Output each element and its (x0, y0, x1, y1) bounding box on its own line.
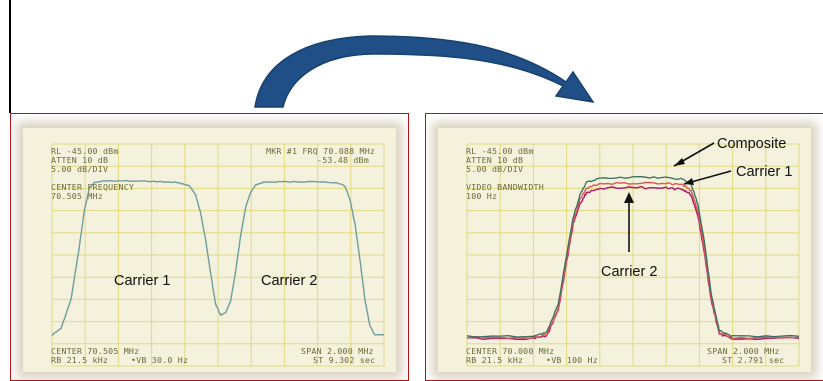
curved-arrow-body (254, 35, 595, 108)
left-carrier1-label: Carrier 1 (114, 273, 170, 289)
right-scale-readout: 5.00 dB/DIV (466, 164, 523, 174)
right-video-bandwidth-label: VIDEO BANDWIDTH (466, 182, 544, 192)
left-atten-readout: ATTEN 10 dB (51, 155, 108, 165)
right-carrier1-label: Carrier 1 (736, 164, 792, 180)
right-vb-readout: •VB 100 Hz (546, 355, 598, 365)
carrier1-trace (466, 181, 799, 340)
right-grid (466, 143, 800, 367)
carrier1-pointer-arrowhead (684, 178, 694, 185)
carrier2-pointer-arrowhead (624, 192, 634, 203)
left-center-readout: CENTER 70.505 MHz (51, 346, 139, 356)
left-vb-readout: •VB 30.0 Hz (131, 355, 188, 365)
left-traces (51, 179, 384, 336)
connector-line (9, 0, 11, 113)
right-rl-readout: RL -45.00 dBm (466, 146, 534, 156)
curved-arrow-right-icon (254, 35, 595, 108)
right-video-bandwidth-value: 100 Hz (466, 191, 497, 201)
left-sweep-time-readout: ST 9.302 sec (313, 355, 375, 365)
left-grid (51, 143, 385, 367)
right-rb-readout: RB 21.5 kHz (466, 355, 523, 365)
left-spectrum-plot: RL -45.00 dBm ATTEN 10 dB 5.00 dB/DIV MK… (51, 143, 385, 367)
right-spectrum-plot: RL -45.00 dBm ATTEN 10 dB 5.00 dB/DIV VI… (466, 136, 800, 367)
left-rb-readout: RB 21.5 kHz (51, 355, 108, 365)
right-center-readout: CENTER 70.000 MHz (466, 346, 554, 356)
right-sweep-time-readout: ST 2.791 sec (722, 355, 784, 365)
right-traces (466, 176, 800, 341)
left-rl-readout: RL -45.00 dBm (51, 146, 119, 156)
right-carrier2-label: Carrier 2 (601, 264, 657, 280)
left-center-frequency-label: CENTER FREQUENCY (51, 182, 134, 192)
left-center-frequency-value: 70.505 MHz (51, 191, 103, 201)
left-marker-readout: MKR #1 FRQ 70.088 MHz (266, 146, 375, 156)
right-composite-label: Composite (717, 136, 786, 152)
left-marker-level-readout: -53.48 dBm (317, 155, 369, 165)
composite-trace (466, 176, 800, 338)
left-carrier2-label: Carrier 2 (261, 273, 317, 289)
left-scale-readout: 5.00 dB/DIV (51, 164, 108, 174)
left-spectrum-trace (51, 179, 384, 336)
right-spectrum-panel: RL -45.00 dBm ATTEN 10 dB 5.00 dB/DIV VI… (425, 113, 823, 381)
right-span-readout: SPAN 2.000 MHz (707, 346, 780, 356)
composite-pointer-arrowhead (674, 158, 685, 166)
left-span-readout: SPAN 2.000 MHz (301, 346, 374, 356)
right-atten-readout: ATTEN 10 dB (466, 155, 523, 165)
left-spectrum-panel: RL -45.00 dBm ATTEN 10 dB 5.00 dB/DIV MK… (10, 113, 409, 381)
